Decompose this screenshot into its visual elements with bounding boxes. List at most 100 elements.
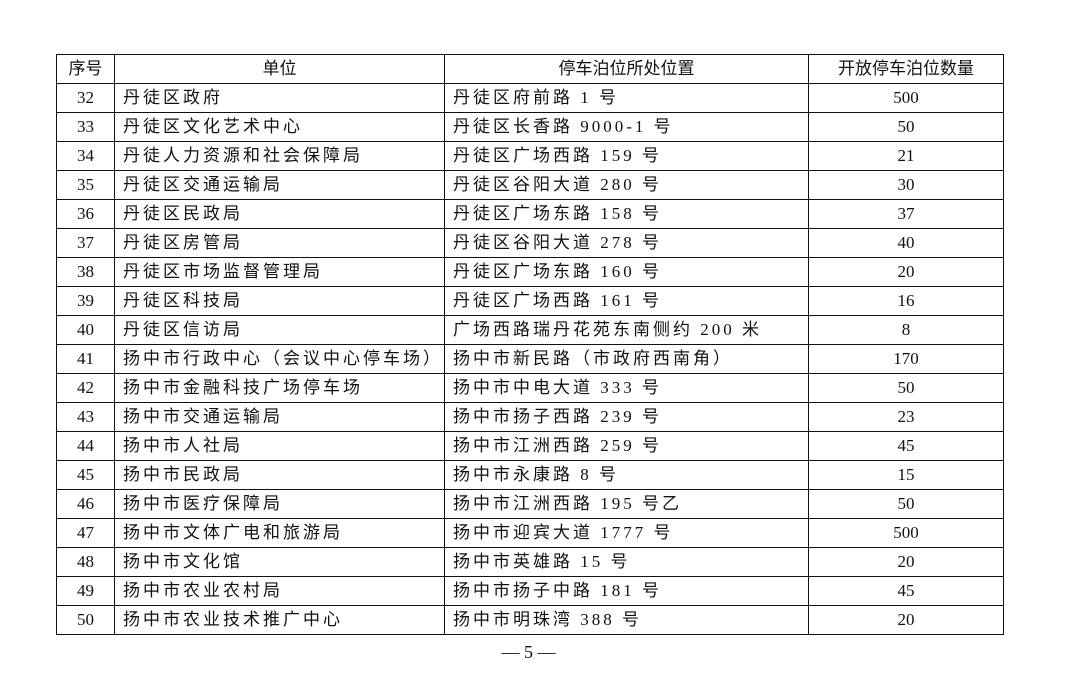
cell-count: 45 (808, 431, 1004, 461)
cell-unit: 扬中市文化馆 (114, 547, 445, 577)
cell-count: 170 (808, 344, 1004, 374)
cell-no: 49 (56, 576, 115, 606)
cell-location: 扬中市江洲西路 195 号乙 (444, 489, 809, 519)
cell-no: 36 (56, 199, 115, 229)
cell-location: 丹徒区谷阳大道 278 号 (444, 228, 809, 258)
cell-no: 32 (56, 83, 115, 113)
table-row: 50 扬中市农业技术推广中心 扬中市明珠湾 388 号 20 (56, 605, 1004, 635)
cell-location: 丹徒区长香路 9000-1 号 (444, 112, 809, 142)
page-number-text: — 5 — (501, 642, 556, 662)
table-row: 39 丹徒区科技局 丹徒区广场西路 161 号 16 (56, 286, 1004, 316)
cell-no: 50 (56, 605, 115, 635)
cell-unit: 扬中市金融科技广场停车场 (114, 373, 445, 403)
table-row: 35 丹徒区交通运输局 丹徒区谷阳大道 280 号 30 (56, 170, 1004, 200)
cell-unit: 扬中市交通运输局 (114, 402, 445, 432)
cell-unit: 丹徒区民政局 (114, 199, 445, 229)
cell-location: 扬中市迎宾大道 1777 号 (444, 518, 809, 548)
cell-no: 40 (56, 315, 115, 345)
cell-count: 20 (808, 605, 1004, 635)
table-row: 48 扬中市文化馆 扬中市英雄路 15 号 20 (56, 547, 1004, 577)
cell-unit: 丹徒区科技局 (114, 286, 445, 316)
cell-location: 丹徒区广场东路 158 号 (444, 199, 809, 229)
cell-location: 扬中市永康路 8 号 (444, 460, 809, 490)
cell-count: 50 (808, 373, 1004, 403)
cell-location: 扬中市扬子西路 239 号 (444, 402, 809, 432)
cell-location: 扬中市明珠湾 388 号 (444, 605, 809, 635)
table-row: 34 丹徒人力资源和社会保障局 丹徒区广场西路 159 号 21 (56, 141, 1004, 171)
cell-location: 丹徒区广场西路 161 号 (444, 286, 809, 316)
cell-no: 34 (56, 141, 115, 171)
table-row: 45 扬中市民政局 扬中市永康路 8 号 15 (56, 460, 1004, 490)
cell-no: 37 (56, 228, 115, 258)
cell-no: 47 (56, 518, 115, 548)
cell-unit: 扬中市人社局 (114, 431, 445, 461)
cell-count: 20 (808, 257, 1004, 287)
table-row: 43 扬中市交通运输局 扬中市扬子西路 239 号 23 (56, 402, 1004, 432)
cell-count: 500 (808, 83, 1004, 113)
cell-unit: 扬中市农业农村局 (114, 576, 445, 606)
cell-count: 50 (808, 112, 1004, 142)
table-row: 38 丹徒区市场监督管理局 丹徒区广场东路 160 号 20 (56, 257, 1004, 287)
cell-no: 35 (56, 170, 115, 200)
cell-unit: 扬中市农业技术推广中心 (114, 605, 445, 635)
cell-no: 46 (56, 489, 115, 519)
cell-location: 扬中市扬子中路 181 号 (444, 576, 809, 606)
cell-unit: 丹徒人力资源和社会保障局 (114, 141, 445, 171)
cell-count: 500 (808, 518, 1004, 548)
table-row: 41 扬中市行政中心（会议中心停车场） 扬中市新民路（市政府西南角） 170 (56, 344, 1004, 374)
cell-no: 41 (56, 344, 115, 374)
cell-no: 48 (56, 547, 115, 577)
cell-count: 16 (808, 286, 1004, 316)
parking-table: 序号 单位 停车泊位所处位置 开放停车泊位数量 32 丹徒区政府 丹徒区府前路 1 … (56, 54, 1004, 635)
cell-count: 30 (808, 170, 1004, 200)
cell-count: 50 (808, 489, 1004, 519)
table-row: 36 丹徒区民政局 丹徒区广场东路 158 号 37 (56, 199, 1004, 229)
cell-unit: 丹徒区政府 (114, 83, 445, 113)
cell-location: 扬中市英雄路 15 号 (444, 547, 809, 577)
table-row: 44 扬中市人社局 扬中市江洲西路 259 号 45 (56, 431, 1004, 461)
cell-location: 扬中市江洲西路 259 号 (444, 431, 809, 461)
cell-count: 37 (808, 199, 1004, 229)
table-row: 49 扬中市农业农村局 扬中市扬子中路 181 号 45 (56, 576, 1004, 606)
cell-count: 23 (808, 402, 1004, 432)
header-location: 停车泊位所处位置 (444, 54, 809, 84)
cell-unit: 丹徒区房管局 (114, 228, 445, 258)
cell-unit: 扬中市行政中心（会议中心停车场） (114, 344, 445, 374)
cell-count: 8 (808, 315, 1004, 345)
cell-no: 43 (56, 402, 115, 432)
cell-count: 45 (808, 576, 1004, 606)
table-row: 37 丹徒区房管局 丹徒区谷阳大道 278 号 40 (56, 228, 1004, 258)
cell-no: 45 (56, 460, 115, 490)
cell-unit: 丹徒区文化艺术中心 (114, 112, 445, 142)
table-row: 42 扬中市金融科技广场停车场 扬中市中电大道 333 号 50 (56, 373, 1004, 403)
cell-unit: 丹徒区市场监督管理局 (114, 257, 445, 287)
cell-unit: 丹徒区信访局 (114, 315, 445, 345)
cell-count: 15 (808, 460, 1004, 490)
cell-count: 40 (808, 228, 1004, 258)
cell-no: 44 (56, 431, 115, 461)
cell-location: 丹徒区府前路 1 号 (444, 83, 809, 113)
cell-location: 广场西路瑞丹花苑东南侧约 200 米 (444, 315, 809, 345)
cell-unit: 扬中市民政局 (114, 460, 445, 490)
cell-unit: 丹徒区交通运输局 (114, 170, 445, 200)
cell-location: 丹徒区谷阳大道 280 号 (444, 170, 809, 200)
header-count: 开放停车泊位数量 (808, 54, 1004, 84)
table-row: 46 扬中市医疗保障局 扬中市江洲西路 195 号乙 50 (56, 489, 1004, 519)
cell-no: 38 (56, 257, 115, 287)
cell-count: 20 (808, 547, 1004, 577)
cell-count: 21 (808, 141, 1004, 171)
cell-no: 33 (56, 112, 115, 142)
cell-unit: 扬中市医疗保障局 (114, 489, 445, 519)
cell-location: 丹徒区广场西路 159 号 (444, 141, 809, 171)
cell-no: 39 (56, 286, 115, 316)
cell-location: 扬中市新民路（市政府西南角） (444, 344, 809, 374)
cell-location: 扬中市中电大道 333 号 (444, 373, 809, 403)
table-header-row: 序号 单位 停车泊位所处位置 开放停车泊位数量 (56, 54, 1004, 84)
page-number: — 5 — (0, 642, 1067, 663)
table-row: 33 丹徒区文化艺术中心 丹徒区长香路 9000-1 号 50 (56, 112, 1004, 142)
cell-unit: 扬中市文体广电和旅游局 (114, 518, 445, 548)
header-unit: 单位 (114, 54, 445, 84)
cell-no: 42 (56, 373, 115, 403)
header-no: 序号 (56, 54, 115, 84)
